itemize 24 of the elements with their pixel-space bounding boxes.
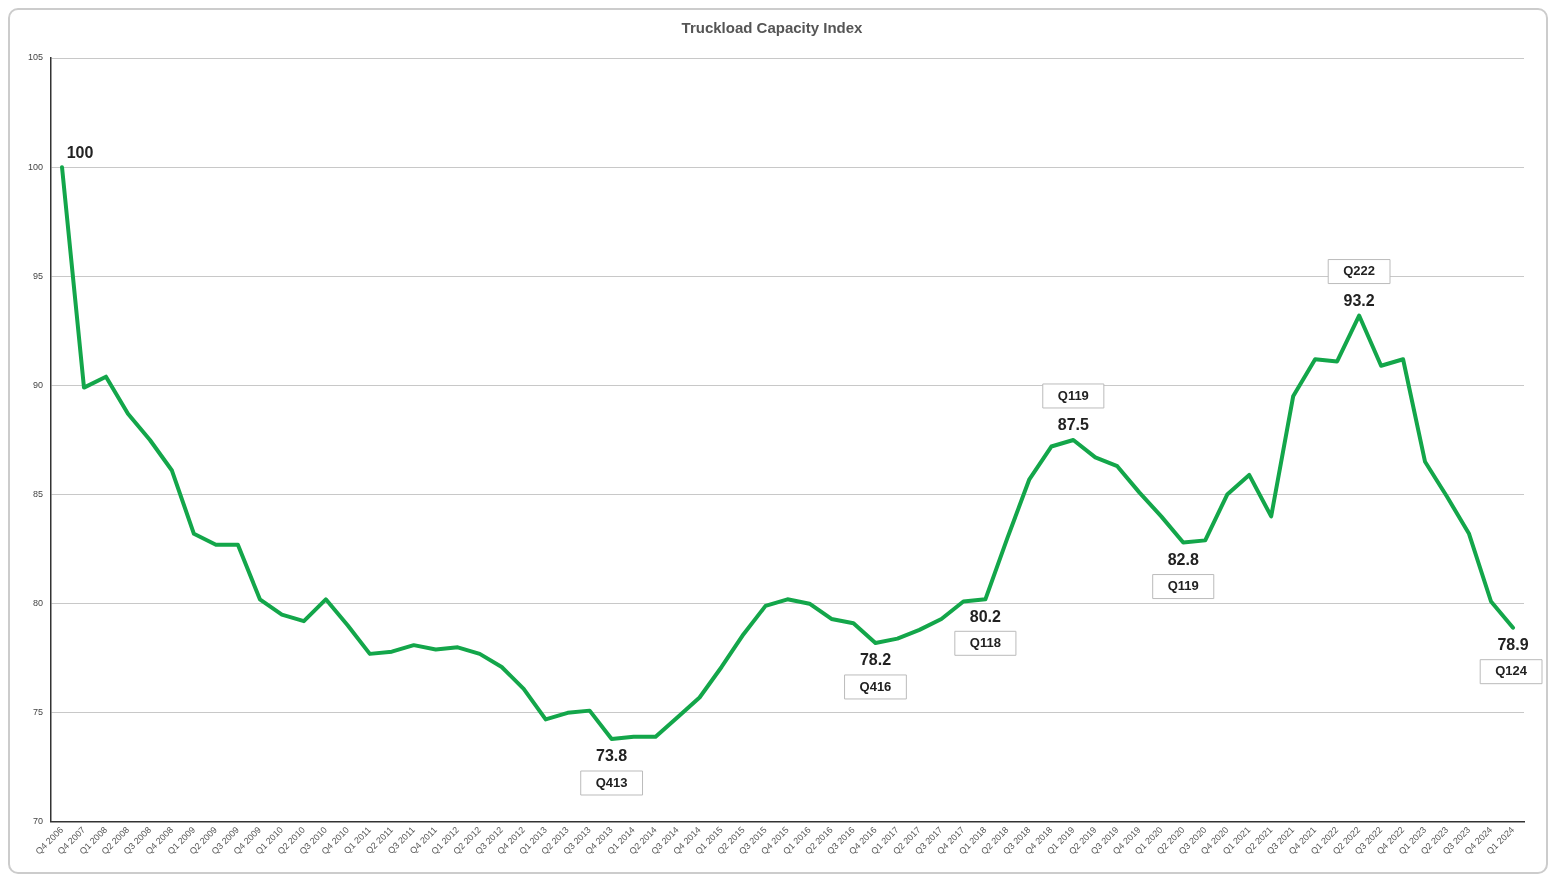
annotation: Q416 bbox=[859, 678, 892, 694]
y-tick-label: 95 bbox=[33, 270, 44, 281]
y-tick-label: 105 bbox=[27, 52, 44, 63]
y-tick-label: 80 bbox=[33, 598, 44, 609]
y-tick-label: 85 bbox=[33, 489, 44, 500]
annotation: Q222 bbox=[1343, 263, 1376, 279]
annotation: Q118 bbox=[969, 634, 1001, 650]
data-label: 100 bbox=[66, 143, 94, 161]
y-tick-label: 75 bbox=[33, 707, 44, 718]
chart-title: Truckload Capacity Index bbox=[681, 19, 864, 37]
annotation: Q119 bbox=[1057, 387, 1089, 403]
y-tick-label: 90 bbox=[33, 379, 44, 390]
data-label: 78.9 bbox=[1497, 636, 1529, 654]
data-label: 87.5 bbox=[1057, 416, 1089, 434]
data-label: 93.2 bbox=[1343, 291, 1375, 309]
data-label: 73.8 bbox=[596, 747, 628, 765]
data-label: 82.8 bbox=[1167, 550, 1199, 568]
data-label: 78.2 bbox=[859, 651, 892, 669]
data-label: 80.2 bbox=[969, 607, 1002, 625]
y-tick-label: 70 bbox=[33, 816, 44, 827]
annotation: Q413 bbox=[595, 774, 628, 790]
annotation: Q124 bbox=[1495, 663, 1528, 679]
y-tick-label: 100 bbox=[27, 161, 44, 172]
annotation: Q119 bbox=[1167, 578, 1199, 594]
